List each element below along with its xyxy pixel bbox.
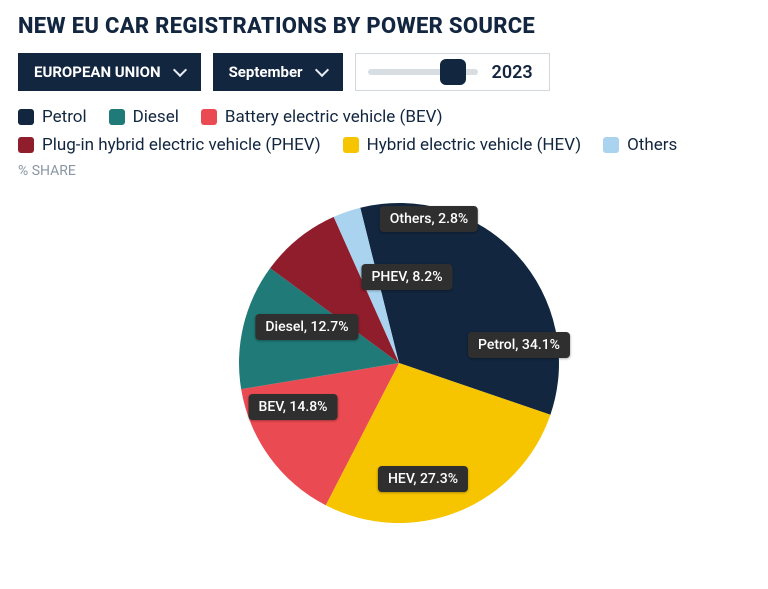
legend-item-others[interactable]: Others [603, 135, 677, 155]
axis-label: % SHARE [18, 163, 750, 179]
legend-swatch [201, 109, 217, 125]
legend-item-phev[interactable]: Plug-in hybrid electric vehicle (PHEV) [18, 135, 321, 155]
legend-label: Hybrid electric vehicle (HEV) [367, 135, 581, 155]
slice-label-phev: PHEV, 8.2% [361, 264, 452, 290]
legend-label: Petrol [42, 107, 87, 127]
year-slider-value: 2023 [492, 62, 533, 83]
year-slider-thumb[interactable] [440, 59, 466, 85]
legend-label: Others [627, 135, 677, 155]
legend-swatch [603, 137, 619, 153]
region-dropdown[interactable]: EUROPEAN UNION [18, 53, 201, 91]
legend-label: Battery electric vehicle (BEV) [225, 107, 443, 127]
slice-label-petrol: Petrol, 34.1% [468, 332, 570, 358]
legend-item-petrol[interactable]: Petrol [18, 107, 87, 127]
legend-swatch [18, 137, 34, 153]
month-dropdown-label: September [229, 63, 303, 81]
month-dropdown[interactable]: September [213, 53, 343, 91]
legend-label: Diesel [133, 107, 179, 127]
legend: Petrol Diesel Battery electric vehicle (BE… [18, 107, 750, 155]
legend-item-diesel[interactable]: Diesel [109, 107, 179, 127]
slice-label-hev: HEV, 27.3% [378, 466, 468, 492]
chevron-down-icon [314, 63, 328, 77]
controls-bar: EUROPEAN UNION September 2023 [18, 53, 750, 91]
chevron-down-icon [172, 63, 186, 77]
legend-item-hev[interactable]: Hybrid electric vehicle (HEV) [343, 135, 581, 155]
legend-label: Plug-in hybrid electric vehicle (PHEV) [42, 135, 321, 155]
legend-swatch [109, 109, 125, 125]
legend-swatch [18, 109, 34, 125]
slice-label-bev: BEV, 14.8% [249, 394, 338, 420]
year-slider[interactable] [368, 69, 478, 75]
legend-item-bev[interactable]: Battery electric vehicle (BEV) [201, 107, 443, 127]
slice-label-diesel: Diesel, 12.7% [255, 314, 358, 340]
pie-chart: Petrol, 34.1% HEV, 27.3% BEV, 14.8% Diesel,… [18, 183, 750, 543]
legend-swatch [343, 137, 359, 153]
page-title: NEW EU CAR REGISTRATIONS BY POWER SOURCE [18, 14, 750, 39]
slice-label-others: Others, 2.8% [380, 206, 478, 232]
year-slider-box: 2023 [355, 53, 550, 91]
region-dropdown-label: EUROPEAN UNION [34, 63, 161, 81]
